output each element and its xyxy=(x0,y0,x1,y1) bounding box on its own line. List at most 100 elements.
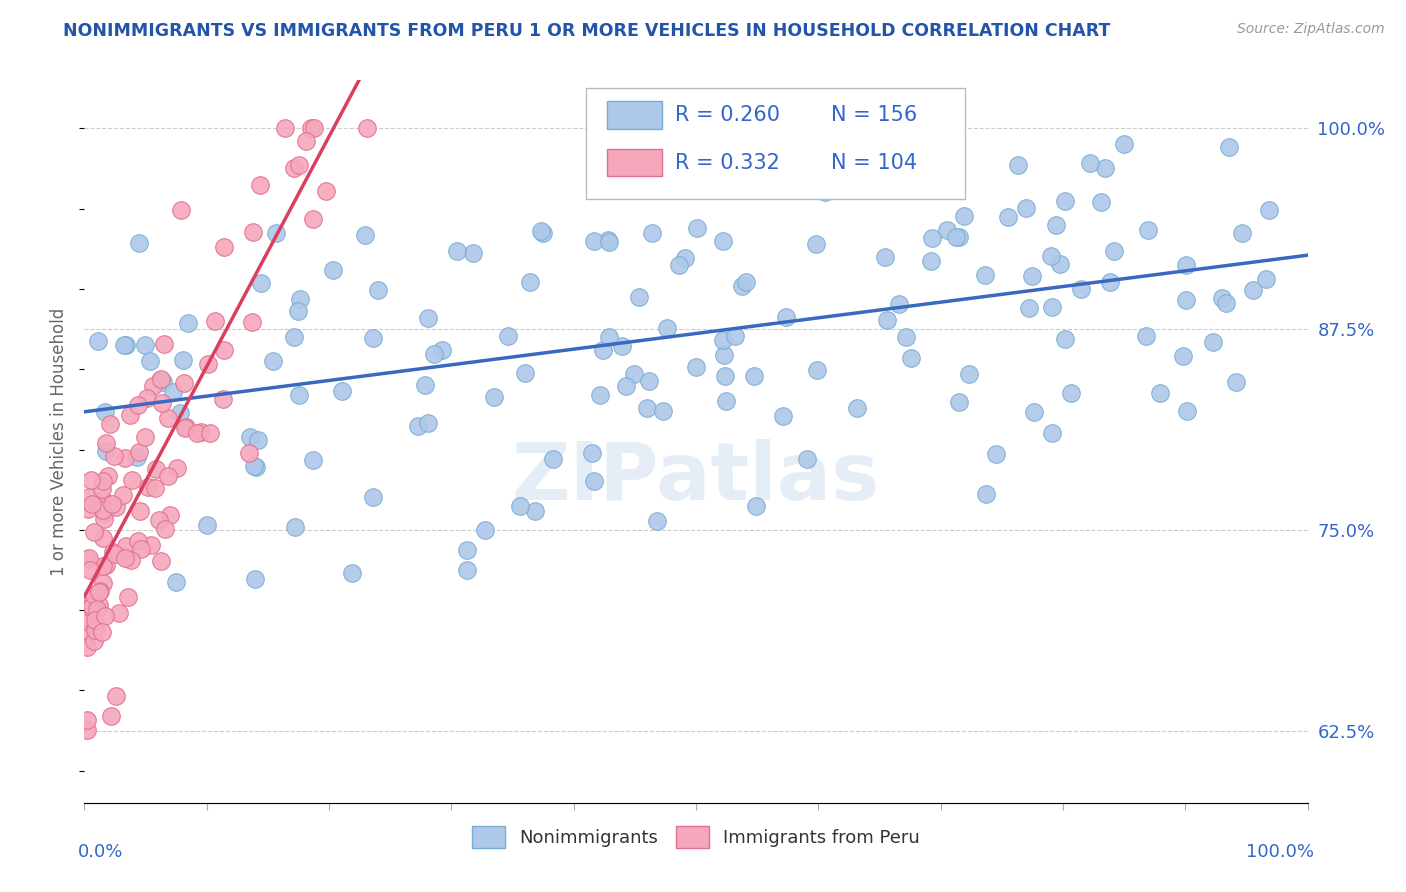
Point xyxy=(415,378,437,392)
Point xyxy=(83,634,105,648)
Point xyxy=(96,444,118,458)
Point xyxy=(91,475,114,489)
Point xyxy=(76,551,98,566)
Point xyxy=(76,628,98,642)
Point xyxy=(658,146,681,161)
Point xyxy=(149,373,172,387)
Point xyxy=(1135,328,1157,343)
Point xyxy=(887,296,910,310)
Point xyxy=(628,135,651,149)
Point xyxy=(1254,272,1277,286)
Point xyxy=(94,609,117,624)
Point xyxy=(713,348,735,362)
Point xyxy=(129,503,152,517)
Point xyxy=(83,588,105,602)
Point xyxy=(647,514,669,528)
Point xyxy=(731,279,754,293)
Text: N = 104: N = 104 xyxy=(831,153,917,173)
Point xyxy=(1007,158,1029,172)
Point xyxy=(245,460,267,475)
Point xyxy=(117,591,139,605)
Point xyxy=(974,487,997,501)
Point xyxy=(974,268,997,282)
Point xyxy=(150,395,173,409)
Point xyxy=(148,513,170,527)
Point xyxy=(157,468,180,483)
Bar xyxy=(606,101,662,128)
Point xyxy=(212,240,235,254)
Point xyxy=(134,430,156,444)
Point xyxy=(598,235,620,249)
Point xyxy=(96,436,118,450)
Point xyxy=(135,391,157,405)
Point xyxy=(1098,275,1121,289)
Point xyxy=(430,343,453,357)
Point xyxy=(361,490,384,504)
Point xyxy=(288,158,311,172)
Point xyxy=(152,375,174,389)
Point xyxy=(416,416,439,430)
Point xyxy=(77,615,100,629)
Point xyxy=(714,394,737,409)
Point xyxy=(456,542,478,557)
Point xyxy=(713,333,735,347)
Point xyxy=(301,212,323,227)
Point xyxy=(1225,376,1247,390)
Point xyxy=(97,468,120,483)
Point xyxy=(242,458,264,473)
Point xyxy=(93,511,115,525)
Point xyxy=(139,354,162,368)
Point xyxy=(197,357,219,371)
Point xyxy=(953,209,976,223)
Point xyxy=(120,553,142,567)
Point xyxy=(91,503,114,517)
Point xyxy=(408,419,430,434)
Point xyxy=(91,624,114,639)
Point xyxy=(150,554,173,568)
Point xyxy=(1040,301,1063,315)
Point xyxy=(498,329,520,343)
Point xyxy=(1024,404,1046,418)
Point xyxy=(627,290,650,304)
Point xyxy=(724,328,747,343)
Point xyxy=(541,451,564,466)
Point xyxy=(136,480,159,494)
Point xyxy=(288,292,311,306)
Point xyxy=(264,227,287,241)
Point xyxy=(936,223,959,237)
Point xyxy=(474,523,496,537)
Point xyxy=(519,275,541,289)
Point xyxy=(157,410,180,425)
Point xyxy=(212,343,235,357)
Point xyxy=(637,374,659,388)
Text: R = 0.332: R = 0.332 xyxy=(675,153,780,173)
Point xyxy=(322,263,344,277)
Point xyxy=(1149,386,1171,401)
Point xyxy=(84,620,107,634)
Point xyxy=(610,339,633,353)
Point xyxy=(90,482,112,496)
Point xyxy=(641,226,664,240)
Point xyxy=(529,224,551,238)
Point xyxy=(121,473,143,487)
Point xyxy=(1053,332,1076,346)
Point xyxy=(104,547,127,561)
Point xyxy=(596,233,619,247)
Point xyxy=(145,462,167,476)
Point xyxy=(920,254,942,268)
Point xyxy=(1094,161,1116,175)
Point xyxy=(948,230,970,244)
Point xyxy=(80,600,103,615)
Point xyxy=(103,450,125,464)
Point xyxy=(288,388,311,402)
Point xyxy=(482,391,505,405)
Point xyxy=(636,401,658,415)
Point xyxy=(1230,227,1253,241)
Point xyxy=(873,250,896,264)
Point xyxy=(79,550,101,565)
Point xyxy=(212,392,235,407)
Point xyxy=(77,502,100,516)
Point xyxy=(581,446,603,460)
Point xyxy=(734,275,756,289)
Point xyxy=(945,229,967,244)
